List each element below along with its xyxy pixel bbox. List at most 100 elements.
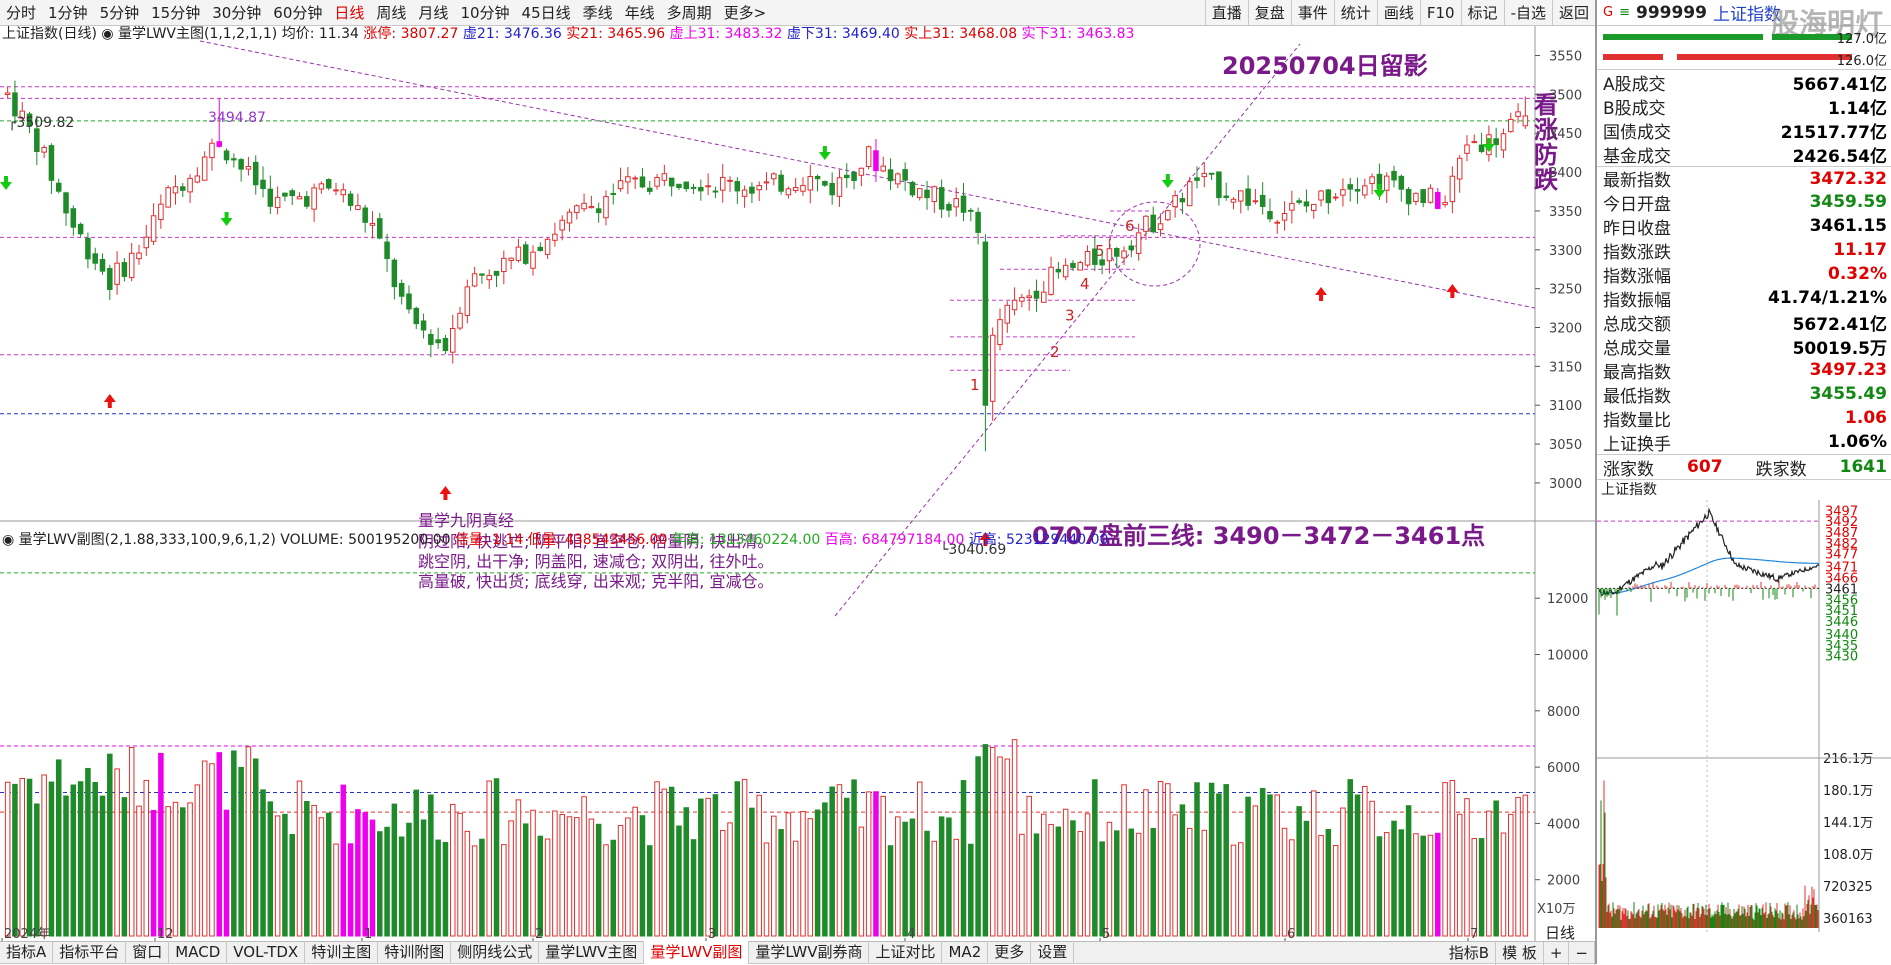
candle-body	[1019, 296, 1025, 302]
candle-body	[610, 192, 617, 195]
candle-body	[92, 253, 98, 264]
period-tab-9[interactable]: 10分钟	[460, 3, 510, 22]
toolbar-right-btn-8[interactable]: 返回	[1551, 0, 1595, 26]
mini-tick: 3451	[1825, 604, 1858, 619]
vol-header-span: VOLUME: 500195200.00	[280, 532, 455, 548]
intraday-mini-chart[interactable]: 3497349234873482347734713466346134563451…	[1597, 500, 1891, 932]
bottom-right-btn-1[interactable]: 模 板	[1496, 942, 1544, 965]
period-tab-14[interactable]: 更多>	[723, 3, 767, 22]
candle-body	[1208, 172, 1215, 175]
volume-bar	[1500, 832, 1507, 937]
candle-body	[873, 150, 879, 172]
bottom-tab-10[interactable]: 量学LWV副券商	[749, 941, 870, 964]
main-chart-area[interactable]: 1 2 3 4 5 6 ┌3509.82 3494.87 └3040.69 20250704日留影…	[0, 25, 1595, 964]
candle-body	[296, 196, 303, 200]
bottom-tab-1[interactable]: 指标平台	[53, 941, 127, 964]
bottom-tab-9[interactable]: 量学LWV副图	[644, 941, 750, 964]
candle-body	[902, 169, 908, 181]
bottom-tab-14[interactable]: 设置	[1031, 941, 1075, 964]
volume-bar	[486, 780, 492, 937]
bottom-tab-2[interactable]: 窗口	[126, 941, 170, 964]
volume-bar	[1464, 798, 1470, 937]
volume-bar	[55, 759, 62, 937]
period-tab-13[interactable]: 多周期	[666, 3, 712, 22]
candle-body	[778, 174, 784, 192]
volume-bar	[566, 816, 573, 937]
bottom-tab-12[interactable]: MA2	[942, 941, 989, 964]
mini-vol-tick: 216.1万	[1823, 752, 1873, 767]
candle-body	[924, 189, 930, 199]
volume-bar	[698, 798, 704, 937]
menu-icon[interactable]: ≡	[1619, 5, 1630, 20]
bottom-tab-5[interactable]: 特训主图	[305, 941, 379, 964]
toolbar-right-btn-3[interactable]: 统计	[1333, 0, 1377, 26]
period-tab-0[interactable]: 分时	[6, 3, 37, 22]
candle-body	[1369, 176, 1375, 185]
period-tab-3[interactable]: 15分钟	[151, 3, 201, 22]
toolbar-right-btn-0[interactable]: 直播	[1204, 0, 1248, 26]
breadth-row: 涨家数 607 跌家数 1641	[1597, 454, 1891, 480]
side-note-char: 涨	[1534, 116, 1558, 144]
candle-body	[639, 176, 646, 188]
period-tab-12[interactable]: 年线	[624, 3, 655, 22]
bottom-tab-6[interactable]: 特训附图	[378, 941, 452, 964]
candle-body	[595, 208, 602, 214]
volume-bar	[1405, 805, 1412, 937]
volume-bar	[719, 829, 726, 937]
toolbar-right-btn-4[interactable]: 画线	[1376, 0, 1420, 26]
bottom-tab-3[interactable]: MACD	[169, 941, 228, 964]
period-tab-10[interactable]: 45日线	[521, 3, 571, 22]
toolbar-right-btn-7[interactable]: -自选	[1503, 0, 1552, 26]
bottom-tab-0[interactable]: 指标A	[0, 941, 54, 964]
volume-bar	[1077, 831, 1084, 937]
volume-bar	[216, 752, 223, 937]
bottom-right-btn-2[interactable]: +	[1544, 942, 1570, 965]
volume-bar	[982, 744, 989, 937]
period-tab-2[interactable]: 5分钟	[99, 3, 140, 22]
volume-bar	[1303, 820, 1310, 937]
toolbar-right-btn-2[interactable]: 事件	[1290, 0, 1334, 26]
candle-body	[267, 188, 274, 207]
period-tab-8[interactable]: 月线	[418, 3, 449, 22]
volume-bar	[953, 838, 959, 937]
candle-body	[734, 181, 741, 192]
candle-body	[530, 251, 536, 269]
period-tab-11[interactable]: 季线	[582, 3, 613, 22]
candle-body	[1303, 201, 1310, 207]
period-tab-6[interactable]: 日线	[334, 3, 365, 22]
mini-tick: 3471	[1825, 561, 1858, 576]
bottom-tab-13[interactable]: 更多	[988, 941, 1032, 964]
volume-bar	[690, 839, 697, 937]
bar-green	[1603, 34, 1763, 40]
volume-bar	[435, 839, 441, 937]
bottom-tab-4[interactable]: VOL-TDX	[227, 941, 306, 964]
volume-bar	[1194, 782, 1200, 937]
side-name[interactable]: 上证指数	[1712, 5, 1781, 25]
period-tab-7[interactable]: 周线	[376, 3, 407, 22]
g-icon[interactable]: G	[1603, 5, 1614, 20]
candle-body	[1383, 175, 1390, 191]
candle-body	[1216, 171, 1222, 199]
toolbar-right-btn-5[interactable]: F10	[1419, 0, 1461, 26]
bottom-tab-8[interactable]: 量学LWV主图	[539, 941, 645, 964]
period-tab-1[interactable]: 1分钟	[48, 3, 88, 22]
period-tab-5[interactable]: 60分钟	[273, 3, 323, 22]
toolbar-right-btn-1[interactable]: 复盘	[1247, 0, 1291, 26]
candle-body	[289, 190, 295, 197]
toolbar-right-btn-6[interactable]: 标记	[1460, 0, 1504, 26]
period-tab-4[interactable]: 30分钟	[212, 3, 262, 22]
volume-bar	[771, 815, 777, 937]
volume-bar	[304, 801, 310, 937]
volume-bar	[1369, 800, 1375, 937]
volume-bar	[617, 825, 624, 937]
candle-body	[245, 166, 252, 170]
volume-bar	[1223, 784, 1229, 937]
bottom-right-btn-3[interactable]: −	[1569, 942, 1595, 965]
bottom-tab-11[interactable]: 上证对比	[869, 941, 943, 964]
candle-body	[1456, 157, 1463, 180]
candle-body	[231, 158, 237, 161]
bottom-tab-7[interactable]: 侧阴线公式	[451, 941, 540, 964]
bottom-right-btn-0[interactable]: 指标B	[1443, 942, 1497, 965]
side-top-val-2: 126.0亿	[1836, 54, 1887, 69]
